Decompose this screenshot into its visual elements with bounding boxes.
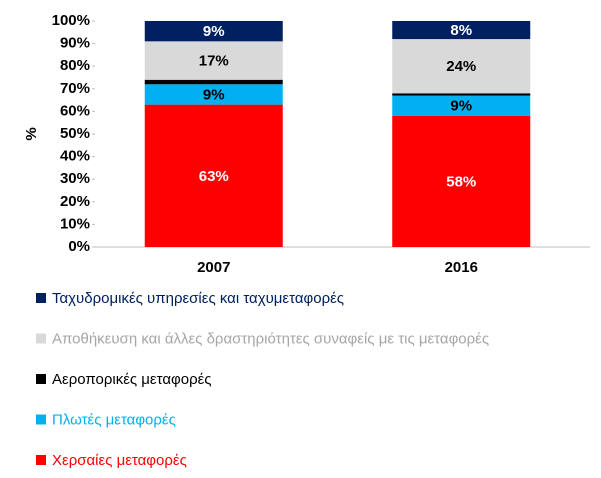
legend-swatch	[36, 455, 46, 465]
data-label: 9%	[203, 23, 225, 40]
y-tick-label: 60%	[60, 102, 90, 119]
data-label: 58%	[446, 173, 476, 190]
y-tick-label: 80%	[60, 57, 90, 74]
y-tick-label: 10%	[60, 215, 90, 232]
bar-segment	[392, 21, 531, 40]
legend-label: Αποθήκευση και άλλες δραστηριότητες συνα…	[52, 330, 489, 347]
y-tick-label: 0%	[68, 238, 90, 255]
legend-label: Πλωτές μεταφορές	[52, 411, 176, 428]
bar-segment	[144, 21, 283, 42]
y-tick-label: 100%	[52, 12, 90, 29]
y-tick-label: 40%	[60, 148, 90, 165]
data-label: 9%	[203, 86, 225, 103]
bar-segment	[392, 95, 531, 116]
y-tick-label: 50%	[60, 125, 90, 142]
legend-swatch	[36, 293, 46, 303]
bar-segment	[144, 41, 283, 80]
y-axis-label: %	[23, 127, 40, 140]
bar-segment	[392, 93, 531, 96]
data-label: 24%	[446, 58, 476, 75]
legend-swatch	[36, 414, 46, 425]
y-tick-label: 70%	[60, 80, 90, 97]
data-label: 17%	[199, 53, 229, 70]
legend-swatch	[36, 333, 46, 344]
bar-segment	[144, 79, 283, 85]
data-label: 8%	[450, 22, 472, 39]
y-tick-label: 90%	[60, 35, 90, 52]
legend-label: Χερσαίες μεταφορές	[52, 452, 187, 469]
y-tick-label: 20%	[60, 193, 90, 210]
x-tick-label: 2007	[197, 259, 230, 276]
legend-swatch	[36, 374, 46, 384]
legend-label: Αεροπορικές μεταφορές	[52, 371, 212, 388]
bar-segment	[144, 84, 283, 105]
bar-segment	[392, 115, 531, 247]
legend-label: Ταχυδρομικές υπηρεσίες και ταχυμεταφορές	[52, 290, 344, 307]
bar-segment	[144, 104, 283, 248]
y-tick-label: 30%	[60, 170, 90, 187]
data-label: 9%	[450, 98, 472, 115]
x-tick-label: 2016	[445, 259, 478, 276]
bar-segment	[392, 39, 531, 94]
data-label: 63%	[199, 168, 229, 185]
